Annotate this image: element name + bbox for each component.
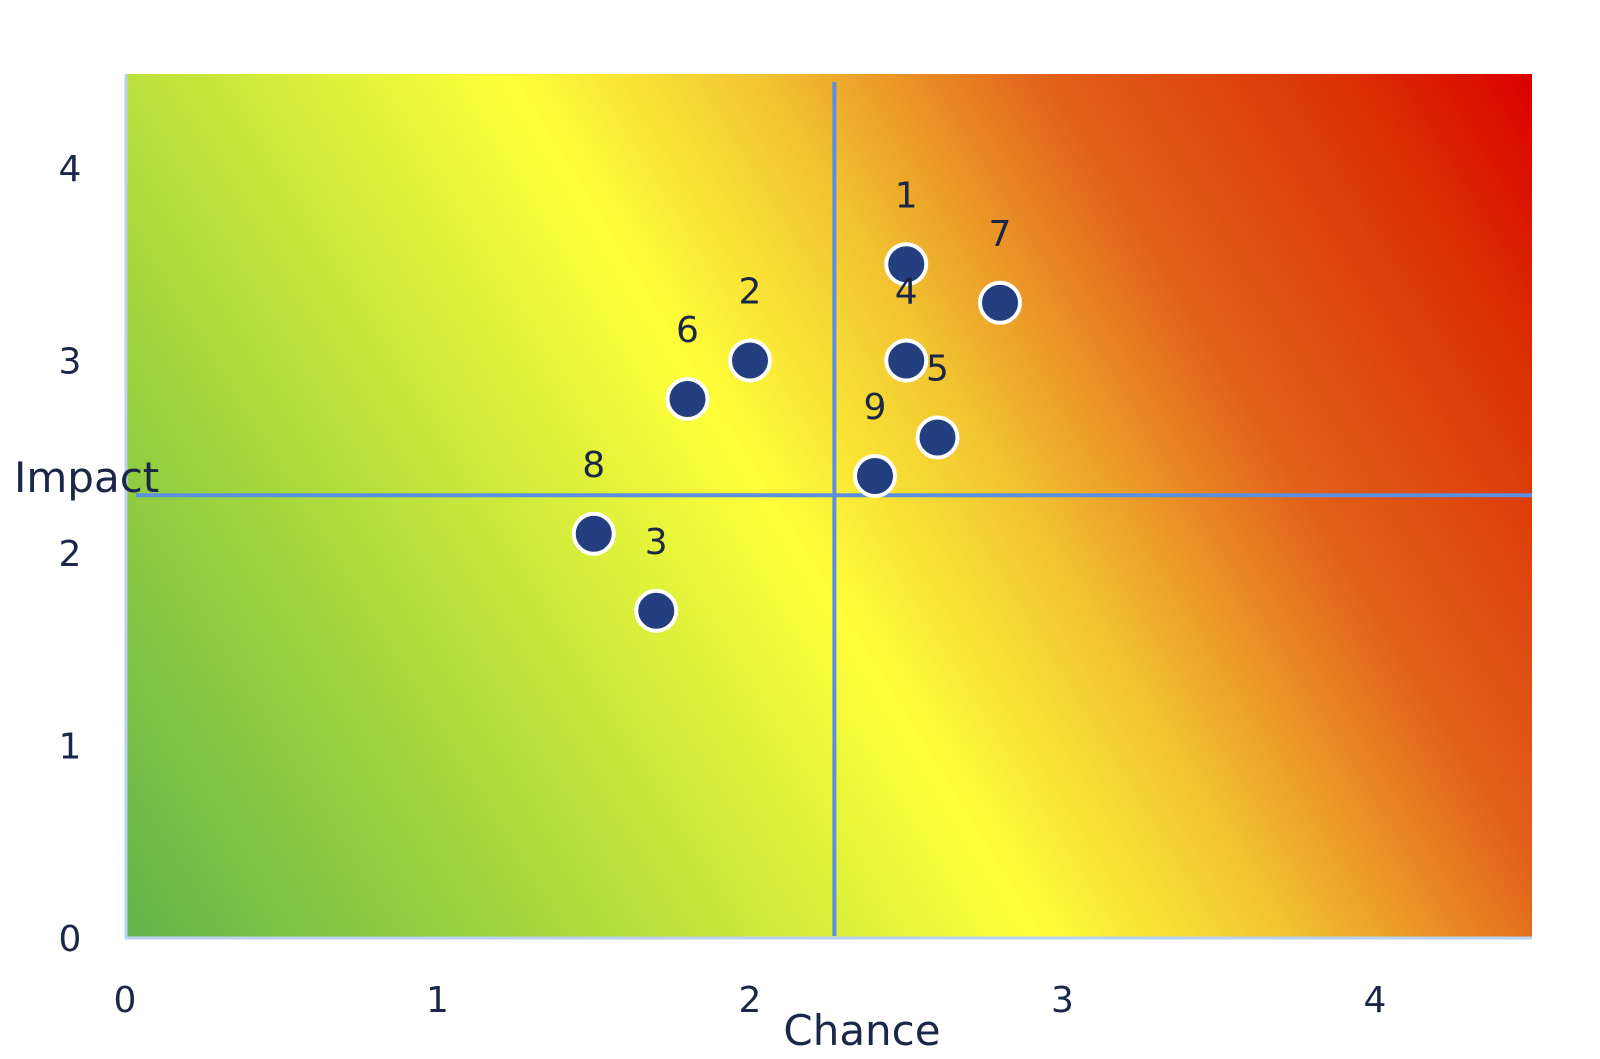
y-tick-label: 2 [59, 534, 82, 575]
data-point [884, 242, 929, 287]
data-point [915, 415, 960, 460]
x-tick-label: 1 [426, 980, 449, 1021]
data-point-label: 5 [926, 349, 949, 390]
data-point [978, 280, 1022, 325]
data-point [728, 338, 772, 383]
data-point [634, 588, 679, 633]
data-point [665, 377, 710, 421]
y-tick-label: 0 [59, 919, 82, 960]
x-tick-label: 3 [1051, 980, 1074, 1021]
x-tick-label: 0 [114, 980, 137, 1021]
data-point-label: 6 [676, 310, 699, 351]
x-axis-title: Chance [783, 1006, 940, 1055]
plot-area-heatmap [125, 74, 1532, 938]
data-point-label: 1 [895, 175, 918, 216]
data-point-label: 8 [582, 445, 605, 486]
data-point-label: 3 [645, 522, 668, 563]
data-point-label: 2 [739, 272, 762, 313]
data-point [884, 338, 929, 383]
data-point [853, 454, 897, 498]
x-tick-label: 2 [739, 980, 762, 1021]
y-tick-label: 3 [59, 342, 82, 383]
y-tick-label: 1 [59, 727, 82, 768]
data-point-label: 7 [989, 214, 1012, 255]
data-point-label: 9 [864, 387, 887, 428]
data-point-label: 4 [895, 272, 918, 313]
data-point [571, 511, 616, 556]
y-axis-title: Impact [14, 453, 159, 502]
y-tick-label: 4 [59, 149, 82, 190]
x-tick-label: 4 [1364, 980, 1387, 1021]
